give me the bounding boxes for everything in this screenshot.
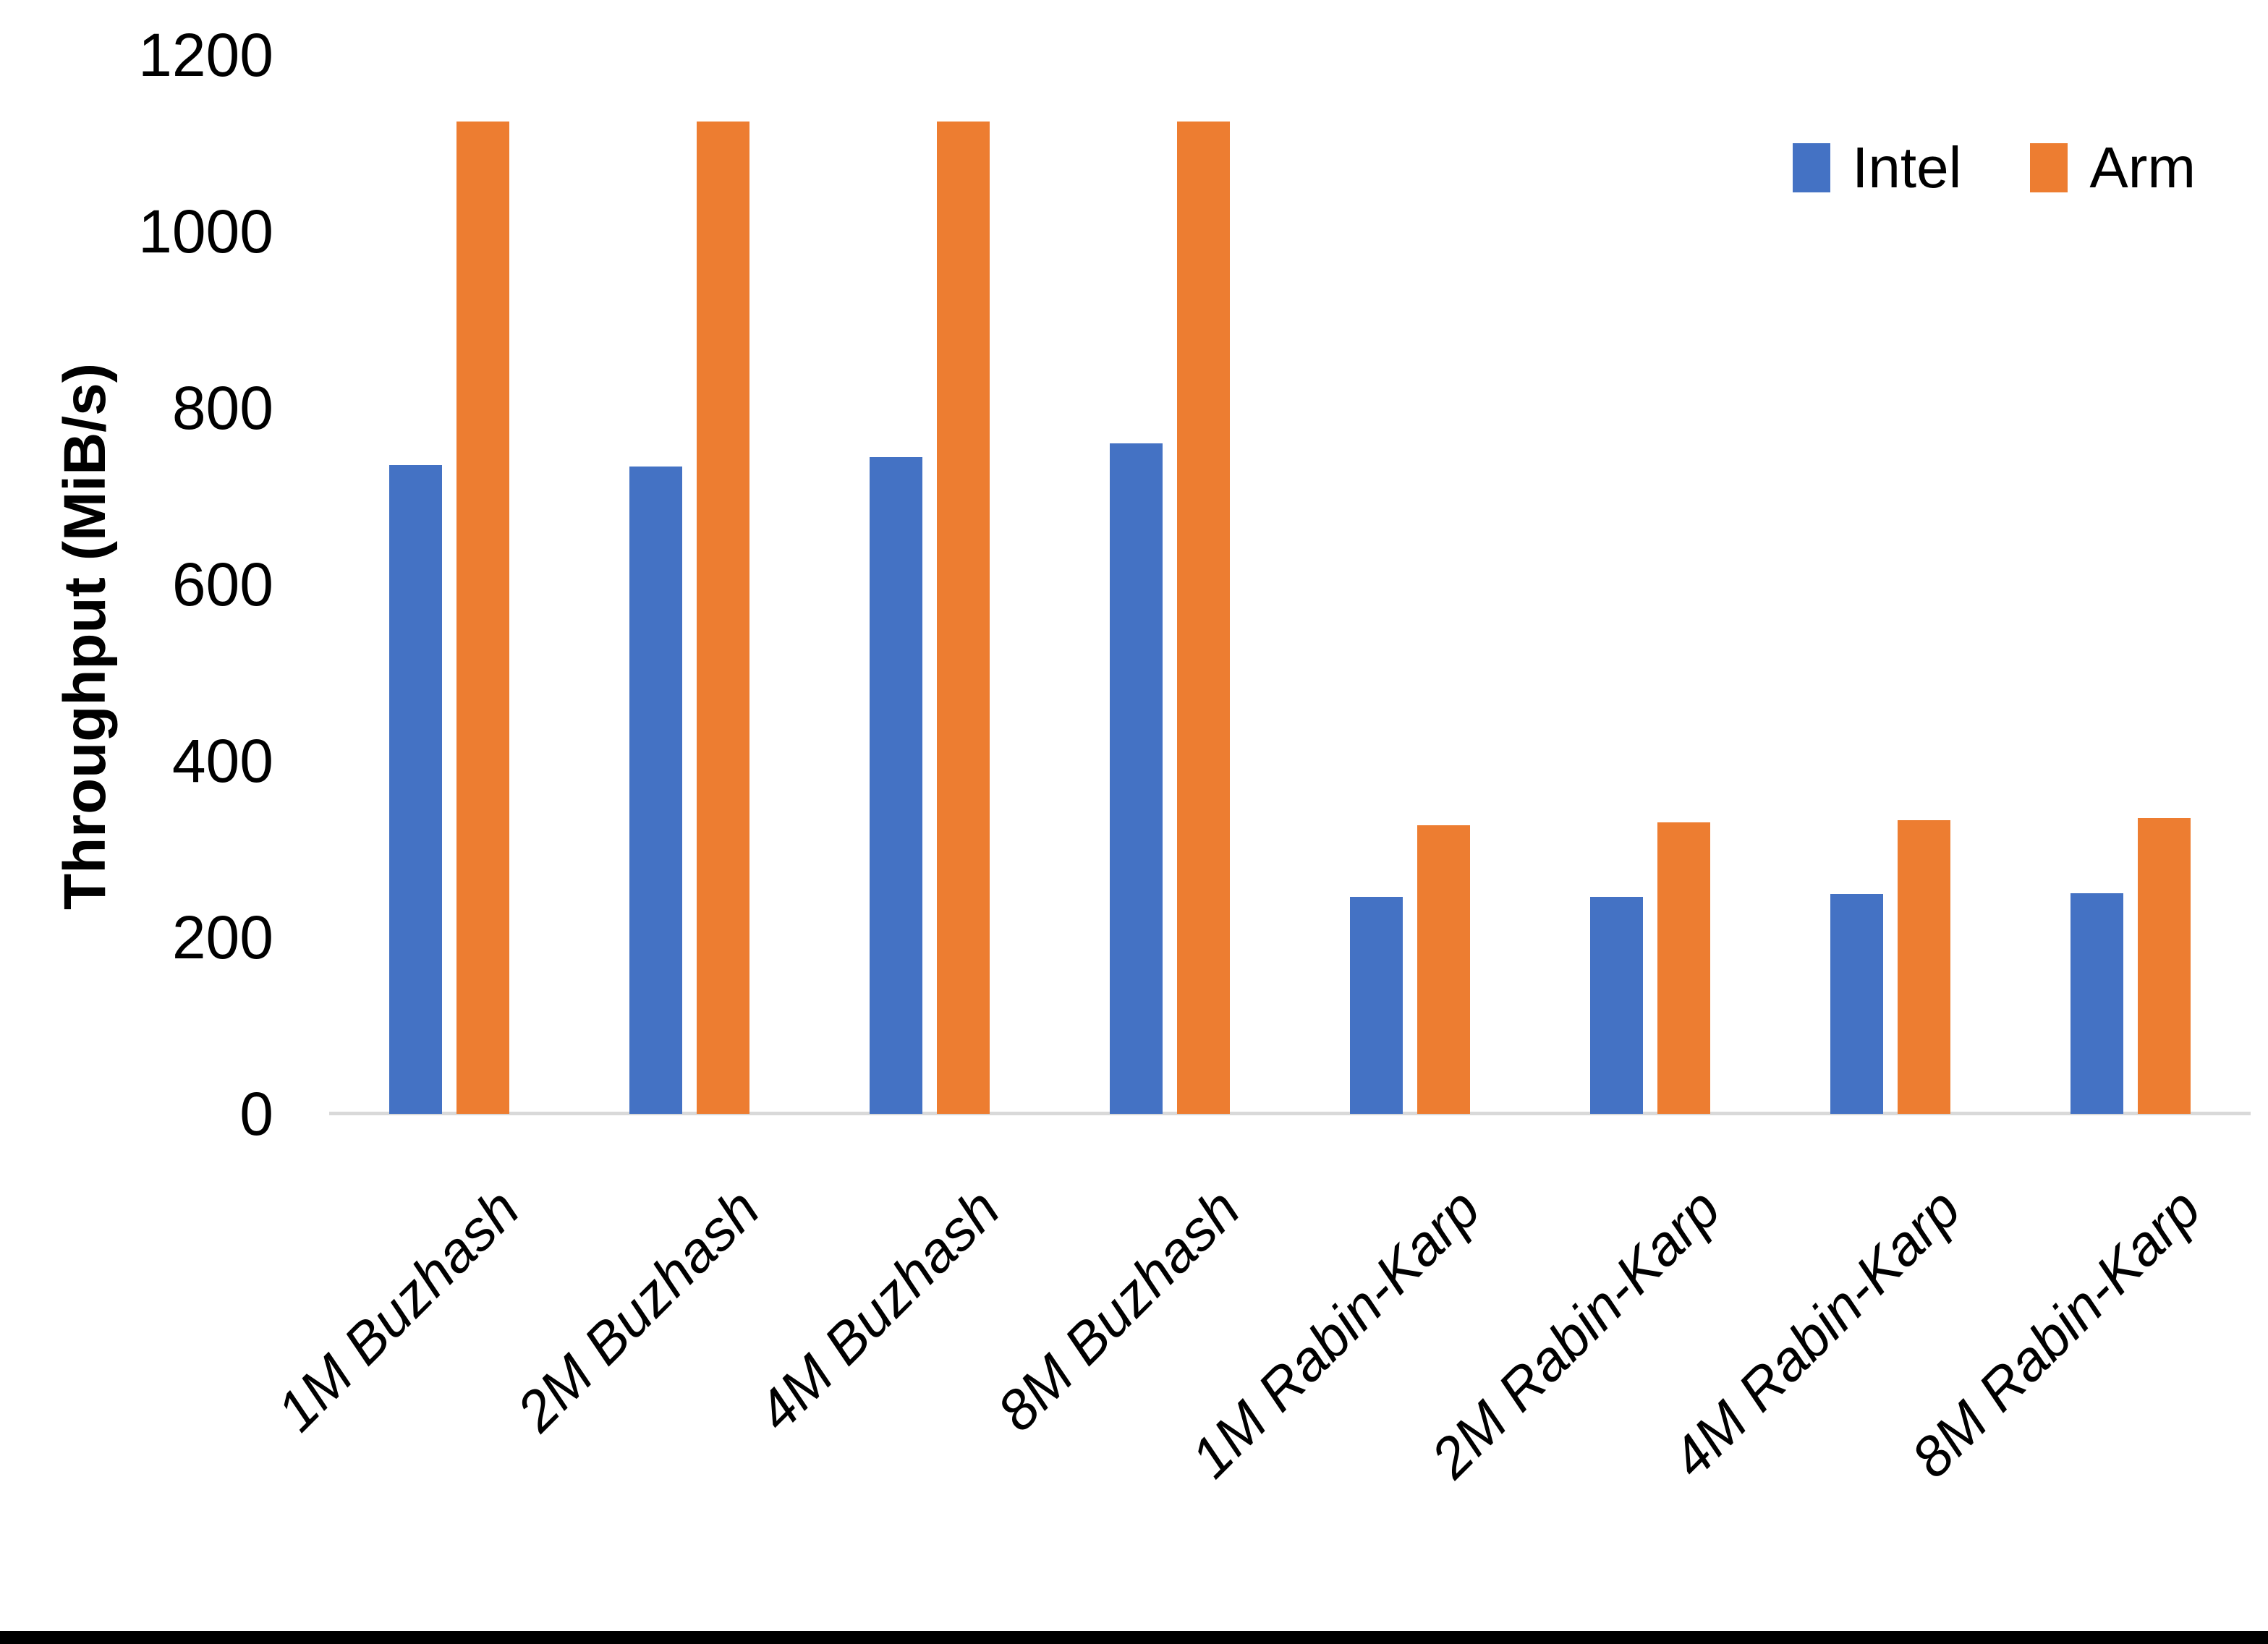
bar-intel-1m-rabin-karp: [1350, 896, 1403, 1114]
bar-intel-1m-buzhash: [389, 465, 442, 1114]
x-axis-label-2m-buzhash: 2M Buzhash: [504, 1176, 772, 1444]
y-tick-label-1200: 1200: [138, 21, 273, 89]
y-tick-label-0: 0: [239, 1080, 273, 1148]
y-tick-label-600: 600: [171, 550, 273, 618]
y-axis-title: Throughput (MiB/s): [52, 362, 118, 911]
arm-series-label: Arm: [2089, 135, 2196, 200]
y-tick-label-800: 800: [171, 374, 273, 442]
x-axis-label-8m-buzhash: 8M Buzhash: [985, 1176, 1252, 1444]
bar-arm-4m-rabin-karp: [1898, 819, 1950, 1114]
bar-arm-8m-rabin-karp: [2138, 818, 2191, 1114]
bar-group-3: [810, 55, 1050, 1114]
bar-intel-4m-rabin-karp: [1830, 894, 1883, 1114]
bar-intel-4m-buzhash: [870, 457, 922, 1114]
intel-series-swatch: [1793, 143, 1831, 192]
y-tick-label-400: 400: [171, 727, 273, 795]
arm-series-swatch: [2030, 143, 2068, 192]
bar-arm-8m-buzhash: [1177, 121, 1230, 1114]
bar-arm-1m-buzhash: [456, 121, 509, 1114]
bar-group-7: [1770, 55, 2010, 1114]
bar-group-8: [2010, 55, 2251, 1114]
y-tick-label-1000: 1000: [138, 197, 273, 265]
x-axis-label-4m-buzhash: 4M Buzhash: [744, 1176, 1012, 1444]
bar-arm-4m-buzhash: [937, 121, 990, 1114]
plot-area: [329, 55, 2251, 1114]
bar-group-2: [569, 55, 810, 1114]
bottom-border-bar: [0, 1631, 2268, 1644]
bar-intel-8m-rabin-karp: [2070, 893, 2123, 1114]
bar-group-4: [1050, 55, 1290, 1114]
bar-arm-2m-buzhash: [697, 121, 749, 1114]
bar-group-5: [1290, 55, 1530, 1114]
bar-group-1: [329, 55, 569, 1114]
legend-item-intel: Intel: [1793, 139, 1961, 197]
bar-arm-1m-rabin-karp: [1417, 825, 1470, 1114]
bar-arm-2m-rabin-karp: [1657, 822, 1710, 1114]
y-tick-label-200: 200: [171, 903, 273, 971]
bar-intel-8m-buzhash: [1110, 443, 1163, 1114]
bar-group-6: [1530, 55, 1770, 1114]
bar-intel-2m-rabin-karp: [1590, 896, 1643, 1114]
legend: Intel Arm: [1793, 139, 2196, 197]
intel-series-label: Intel: [1852, 135, 1962, 200]
bar-intel-2m-buzhash: [629, 466, 682, 1114]
legend-item-arm: Arm: [2030, 139, 2196, 197]
x-axis-label-1m-buzhash: 1M Buzhash: [264, 1176, 532, 1444]
x-axis-line: [329, 1112, 2251, 1115]
